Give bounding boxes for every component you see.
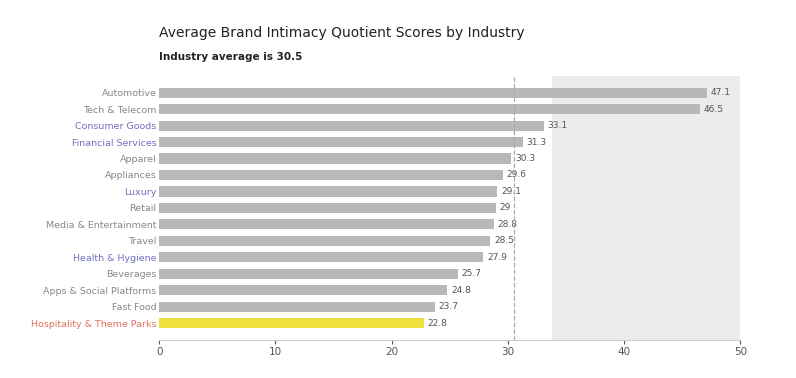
Text: 29.1: 29.1	[501, 187, 521, 196]
Bar	[159, 318, 424, 328]
Bar	[159, 269, 458, 279]
Bar	[159, 219, 494, 229]
Bar	[159, 252, 483, 262]
Text: 31.3: 31.3	[526, 138, 547, 147]
Text: Average Brand Intimacy Quotient Scores by Industry: Average Brand Intimacy Quotient Scores b…	[159, 26, 525, 40]
Bar	[159, 104, 700, 114]
Bar	[159, 186, 498, 197]
Bar	[159, 285, 447, 295]
Text: 27.9: 27.9	[487, 253, 507, 262]
Bar	[159, 88, 707, 98]
Text: 46.5: 46.5	[703, 105, 723, 114]
Text: 33.1: 33.1	[548, 121, 568, 130]
Text: 25.7: 25.7	[462, 269, 482, 278]
Bar	[159, 236, 490, 246]
Text: 30.3: 30.3	[515, 154, 535, 163]
Bar	[159, 170, 503, 180]
Text: 29: 29	[500, 203, 511, 212]
Text: 47.1: 47.1	[710, 88, 730, 97]
Bar	[159, 203, 496, 213]
Text: 23.7: 23.7	[438, 302, 458, 311]
Text: 22.8: 22.8	[427, 319, 447, 328]
Bar	[552, 76, 740, 340]
Text: Industry average is 30.5: Industry average is 30.5	[159, 53, 302, 62]
Text: 24.8: 24.8	[451, 286, 470, 295]
Bar	[159, 137, 523, 147]
Bar	[159, 121, 544, 131]
Text: 28.5: 28.5	[494, 236, 514, 245]
Bar	[159, 302, 435, 312]
Text: 29.6: 29.6	[507, 170, 527, 180]
Bar	[159, 153, 511, 164]
Text: 28.8: 28.8	[498, 220, 517, 229]
